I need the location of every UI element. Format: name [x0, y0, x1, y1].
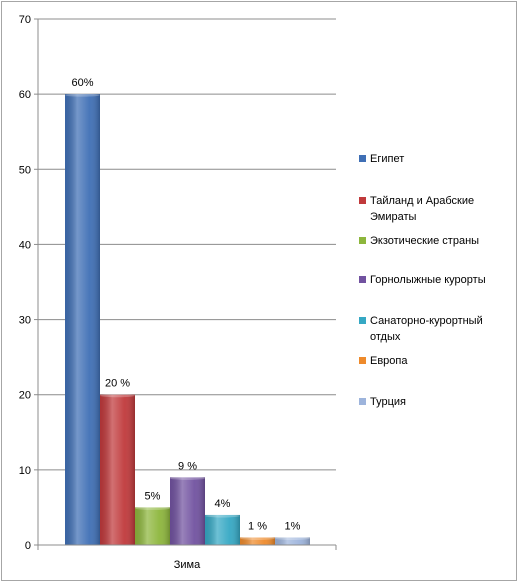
legend-label-7: Турция [370, 396, 406, 408]
legend-item-4: Горнолыжные курорты [359, 274, 486, 286]
legend-label-5-line2: отдых [370, 331, 401, 343]
legend-label-1: Египет [370, 153, 404, 165]
y-tick-label-70: 70 [19, 14, 31, 26]
data-label-7: 1% [285, 520, 301, 532]
bar-shine-2 [100, 394, 135, 545]
bar-6 [240, 536, 275, 545]
legend-swatch-2 [359, 197, 366, 204]
y-tick-label-40: 40 [19, 239, 31, 251]
legend-item-5: Санаторно-курортный отдых [359, 315, 483, 343]
bar-5 [205, 514, 240, 545]
bar-4 [170, 476, 205, 545]
bar-top-3 [135, 506, 170, 510]
bar-shine-1 [65, 94, 100, 546]
x-category-label: Зима [174, 559, 201, 571]
legend-label-6: Европа [370, 355, 408, 367]
legend-label-4: Горнолыжные курорты [370, 274, 486, 286]
data-label-1: 60% [71, 77, 93, 89]
y-tick-label-0: 0 [25, 540, 31, 552]
bar-top-1 [65, 93, 100, 97]
bar-top-2 [100, 394, 135, 398]
data-labels: 60% 20 % 5% 9 % 4% 1 % 1% [71, 77, 300, 532]
legend-swatch-1 [359, 155, 366, 162]
y-tick-label-10: 10 [19, 465, 31, 477]
legend-item-3: Экзотические страны [359, 235, 479, 247]
legend-swatch-5 [359, 317, 366, 324]
legend-item-6: Европа [359, 355, 408, 367]
bar-shine-4 [170, 477, 205, 545]
legend-swatch-3 [359, 237, 366, 244]
bar-top-5 [205, 514, 240, 518]
legend-swatch-4 [359, 276, 366, 283]
legend-item-2: Тайланд и Арабские Эмираты [359, 195, 474, 223]
bar-top-7 [275, 536, 310, 540]
data-label-2: 20 % [105, 378, 130, 390]
legend-item-1: Египет [359, 153, 404, 165]
legend-label-2: Тайланд и Арабские [370, 195, 474, 207]
legend-label-3: Экзотические страны [370, 235, 479, 247]
bar-2 [100, 394, 135, 545]
legend-swatch-7 [359, 398, 366, 405]
legend-item-7: Турция [359, 396, 406, 408]
legend-swatch-6 [359, 357, 366, 364]
x-axis: Зима [37, 544, 337, 571]
bars [65, 93, 310, 546]
bar-7 [275, 536, 310, 545]
data-label-4: 9 % [178, 460, 197, 472]
data-label-6: 1 % [248, 520, 267, 532]
bar-shine-3 [135, 507, 170, 545]
bar-shine-5 [205, 514, 240, 545]
bar-shine-6 [240, 537, 275, 545]
bar-3 [135, 506, 170, 545]
y-axis: 0 10 20 30 40 50 60 70 [19, 14, 39, 552]
y-tick-label-20: 20 [19, 390, 31, 402]
bar-top-4 [170, 476, 205, 480]
y-tick-label-30: 30 [19, 315, 31, 327]
y-tick-label-50: 50 [19, 164, 31, 176]
legend-label-2-line2: Эмираты [370, 211, 417, 223]
bar-top-6 [240, 536, 275, 540]
data-label-5: 4% [215, 498, 231, 510]
y-tick-label-60: 60 [19, 89, 31, 101]
legend: Египет Тайланд и Арабские Эмираты Экзотичес… [359, 153, 486, 408]
bar-1 [65, 93, 100, 546]
bar-shine-7 [275, 537, 310, 545]
legend-label-5: Санаторно-курортный [370, 315, 483, 327]
data-label-3: 5% [145, 490, 161, 502]
